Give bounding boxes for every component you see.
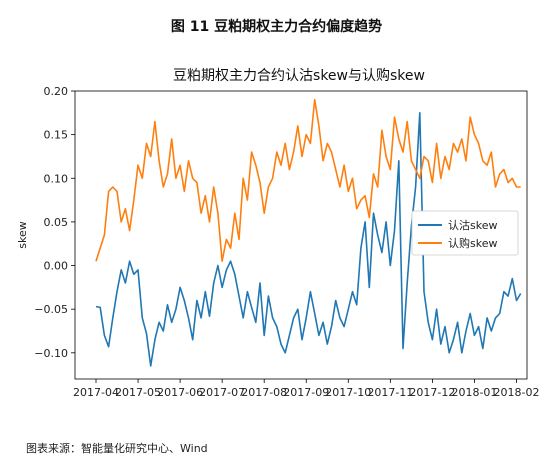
y-axis-label: skew xyxy=(16,221,29,248)
y-tick-label: −0.10 xyxy=(34,347,68,360)
legend-label: 认沽skew xyxy=(448,219,497,232)
legend-label: 认购skew xyxy=(448,236,497,250)
x-tick-label: 2017-04 xyxy=(73,386,119,399)
y-tick-label: 0.20 xyxy=(44,85,69,98)
x-tick-label: 2017-06 xyxy=(157,386,203,399)
x-tick-label: 2017-07 xyxy=(199,386,245,399)
x-tick-label: 2017-10 xyxy=(325,386,371,399)
x-tick-label: 2017-09 xyxy=(283,386,329,399)
x-axis: 2017-042017-052017-062017-072017-082017-… xyxy=(73,379,539,399)
plot-frame xyxy=(74,90,528,380)
figure-caption: 图 11 豆粕期权主力合约偏度趋势 xyxy=(170,19,383,35)
x-tick-label: 2017-05 xyxy=(115,386,161,399)
x-tick-label: 2017-08 xyxy=(241,386,287,399)
plot-border xyxy=(74,90,528,380)
y-axis: 0.20 0.15 0.10 0.05 0.00 −0.05 −0.10 xyxy=(34,85,75,360)
legend: 认沽skew 认购skew xyxy=(411,210,519,256)
y-tick-label: −0.05 xyxy=(34,303,68,316)
chart-title: 豆粕期权主力合约认沽skew与认购skew xyxy=(173,68,425,84)
y-tick-label: 0.00 xyxy=(44,260,69,273)
x-tick-label: 2017-11 xyxy=(367,386,413,399)
x-tick-label: 2018-02 xyxy=(494,386,540,399)
y-tick-label: 0.15 xyxy=(44,129,69,142)
y-tick-label: 0.05 xyxy=(44,216,69,229)
x-tick-label: 2018-01 xyxy=(451,386,497,399)
source-note: 图表来源：智能量化研究中心、Wind xyxy=(26,442,208,455)
y-tick-label: 0.10 xyxy=(44,172,69,185)
x-tick-label: 2017-12 xyxy=(409,386,455,399)
series-line-put-skew xyxy=(95,112,522,367)
series-layer xyxy=(95,98,522,367)
series-line-call-skew xyxy=(95,98,521,263)
